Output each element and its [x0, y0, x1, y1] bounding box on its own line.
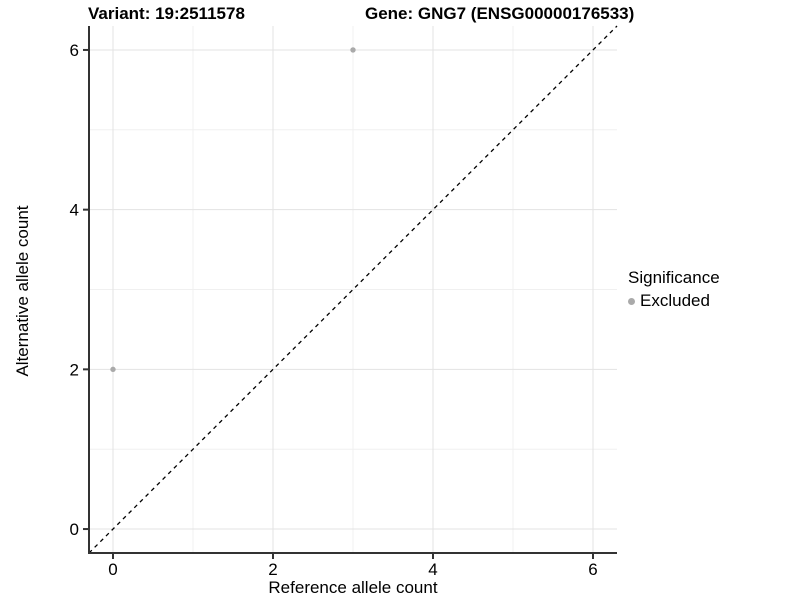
x-tick-label: 4 — [428, 560, 437, 579]
y-tick-label: 2 — [70, 360, 79, 379]
legend-title: Significance — [628, 268, 720, 287]
legend-items: Excluded — [628, 291, 720, 311]
legend-item: Excluded — [628, 291, 720, 311]
scatter-point — [350, 47, 356, 53]
x-tick-label: 0 — [108, 560, 117, 579]
y-axis-title: Alternative allele count — [13, 205, 32, 377]
legend-point-icon — [628, 297, 635, 305]
x-tick-label: 6 — [588, 560, 597, 579]
legend: Significance Excluded — [628, 268, 720, 311]
y-tick-label: 0 — [70, 520, 79, 539]
y-tick-label: 4 — [70, 201, 79, 220]
plot-title-variant: Variant: 19:2511578 — [88, 4, 245, 23]
scatter-point — [110, 366, 116, 373]
x-axis-title: Reference allele count — [268, 578, 438, 597]
plot-title-gene: Gene: GNG7 (ENSG00000176533) — [365, 4, 635, 23]
legend-item-label: Excluded — [640, 291, 710, 310]
x-tick-label: 2 — [268, 560, 277, 579]
y-tick-label: 6 — [70, 41, 79, 60]
